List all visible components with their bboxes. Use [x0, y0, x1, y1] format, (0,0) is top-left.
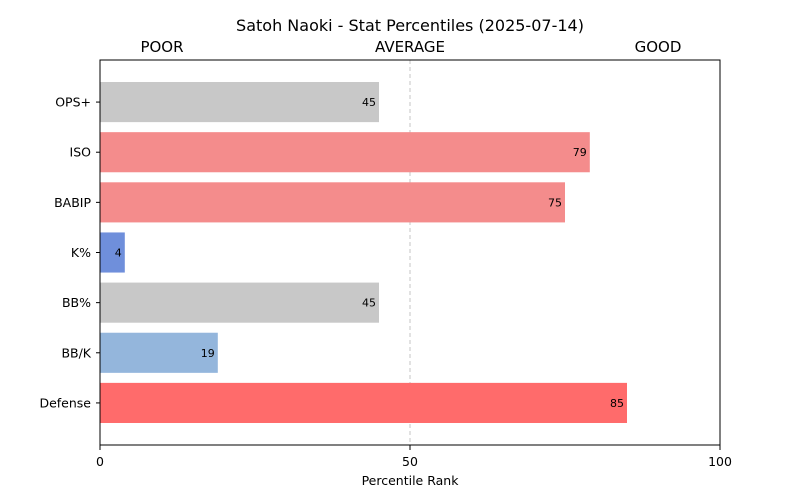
band-label-good: GOOD — [635, 38, 682, 56]
data-label-iso: 79 — [573, 146, 587, 159]
band-label-average: AVERAGE — [375, 38, 445, 56]
data-label-babip: 75 — [548, 196, 562, 209]
category-label-bb-k: BB/K — [61, 345, 91, 360]
category-label-bb: BB% — [62, 295, 91, 310]
bar-bb — [100, 282, 379, 323]
data-label-bb-k: 19 — [201, 347, 215, 360]
data-label-defense: 85 — [610, 397, 624, 410]
x-tick-label-100: 100 — [708, 454, 732, 469]
x-tick-label-50: 50 — [402, 454, 418, 469]
category-label-defense: Defense — [39, 395, 91, 410]
category-label-ops: OPS+ — [55, 95, 91, 110]
chart-title: Satoh Naoki - Stat Percentiles (2025-07-… — [236, 16, 584, 35]
bar-ops — [100, 82, 379, 123]
data-label-ops: 45 — [362, 96, 376, 109]
bar-bb-k — [100, 332, 218, 373]
category-label-k: K% — [71, 245, 91, 260]
x-axis-label: Percentile Rank — [362, 473, 460, 488]
category-label-babip: BABIP — [54, 195, 91, 210]
x-tick-label-0: 0 — [96, 454, 104, 469]
bar-k — [100, 232, 125, 273]
band-label-poor: POOR — [140, 38, 183, 56]
data-label-k: 4 — [115, 247, 122, 260]
bar-iso — [100, 132, 590, 173]
data-label-bb: 45 — [362, 297, 376, 310]
bar-babip — [100, 182, 565, 223]
category-label-iso: ISO — [70, 145, 92, 160]
bar-defense — [100, 382, 627, 423]
